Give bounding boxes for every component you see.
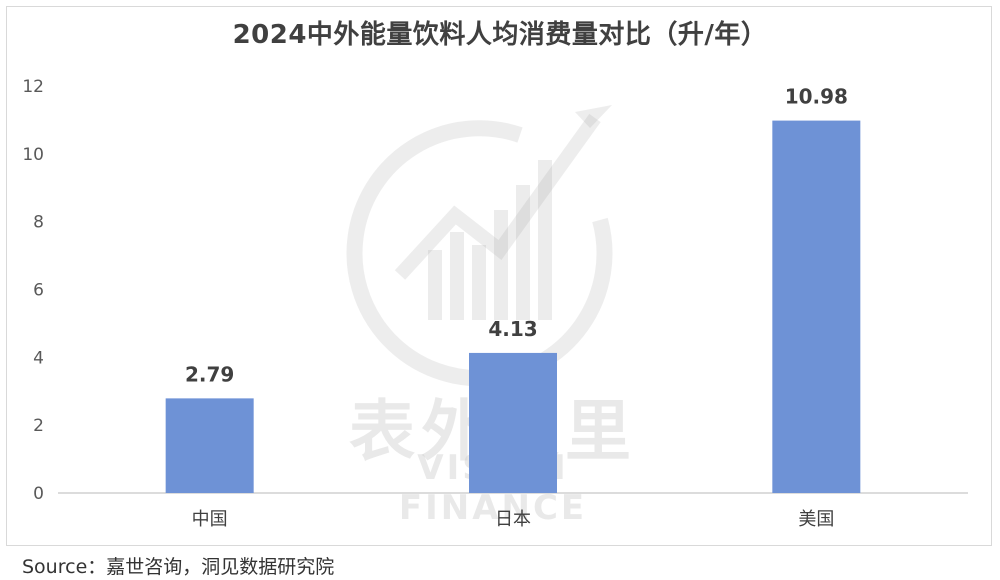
x-tick-label: 中国 bbox=[192, 509, 228, 530]
bar bbox=[165, 398, 254, 493]
bar bbox=[469, 352, 557, 493]
x-tick-label: 美国 bbox=[798, 509, 834, 530]
y-tick-label: 8 bbox=[33, 213, 44, 233]
chart-title: 2024中外能量饮料人均消费量对比（升/年） bbox=[232, 20, 768, 50]
y-tick-label: 12 bbox=[22, 77, 44, 97]
y-tick-label: 10 bbox=[22, 145, 44, 165]
y-tick-label: 0 bbox=[33, 484, 44, 504]
bar bbox=[772, 120, 861, 493]
y-tick-label: 4 bbox=[33, 348, 44, 368]
x-tick-label: 日本 bbox=[495, 509, 531, 530]
data-label: 2.79 bbox=[185, 362, 234, 386]
source-note: Source：嘉世咨询，洞见数据研究院 bbox=[22, 556, 335, 578]
y-tick-label: 6 bbox=[33, 281, 44, 301]
data-label: 10.98 bbox=[785, 85, 848, 109]
y-tick-label: 2 bbox=[33, 416, 44, 436]
data-label: 4.13 bbox=[488, 317, 537, 341]
